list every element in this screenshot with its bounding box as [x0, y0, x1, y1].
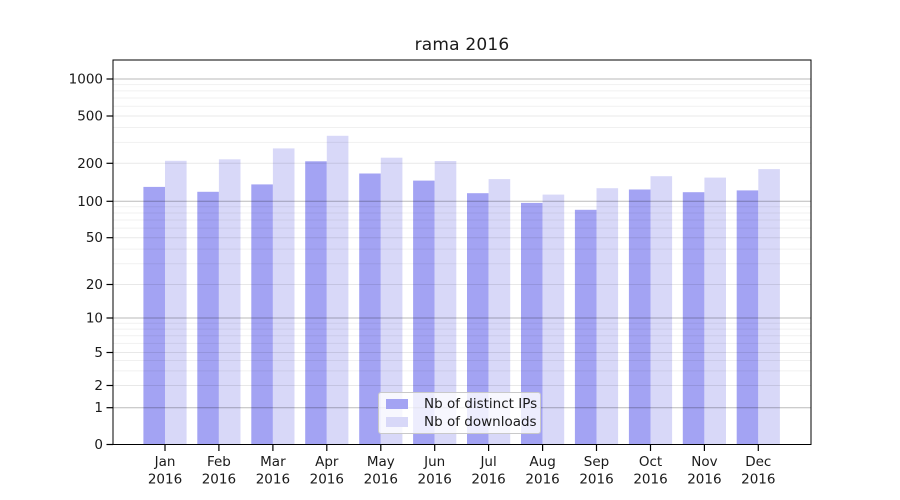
x-tick-label-year: 2016: [148, 472, 182, 488]
x-tick-label-month: Sep: [584, 454, 609, 470]
y-tick-label: 500: [77, 109, 103, 125]
bar: [467, 193, 489, 445]
bar: [682, 192, 705, 445]
y-tick-label: 100: [77, 194, 103, 210]
bar: [251, 184, 273, 445]
bar: [596, 188, 619, 445]
bar: [380, 157, 403, 445]
bar: [758, 169, 780, 445]
legend: Nb of distinct IPs Nb of downloads: [378, 392, 541, 434]
legend-label: Nb of downloads: [424, 413, 537, 430]
bar: [413, 180, 435, 445]
x-tick-label-year: 2016: [525, 472, 559, 488]
x-tick-label-year: 2016: [256, 472, 290, 488]
x-tick-label-month: Jun: [423, 454, 445, 470]
bar: [197, 191, 219, 445]
x-tick-label-month: Nov: [691, 454, 717, 470]
x-tick-label-year: 2016: [471, 472, 505, 488]
y-tick-label: 5: [94, 345, 103, 361]
bar: [542, 194, 565, 445]
y-tick-label: 1000: [69, 72, 103, 88]
y-tick-label: 200: [77, 156, 103, 172]
x-tick-label-year: 2016: [418, 472, 452, 488]
x-tick-label-month: Aug: [529, 454, 555, 470]
bar: [165, 160, 187, 445]
x-tick-label-month: Mar: [260, 454, 286, 470]
bar: [143, 186, 165, 445]
bar: [628, 189, 651, 445]
x-tick-label-month: Jan: [154, 454, 176, 470]
bar: [305, 161, 327, 445]
x-tick-label-year: 2016: [687, 472, 721, 488]
y-tick-label: 1: [94, 400, 103, 416]
legend-item: Nb of downloads: [386, 414, 537, 430]
bar: [521, 202, 543, 445]
x-tick-label-month: Oct: [639, 454, 662, 470]
y-tick-label: 2: [94, 378, 103, 394]
chart-title: rama 2016: [414, 35, 510, 55]
x-tick-label-month: Jul: [479, 454, 496, 470]
legend-label: Nb of distinct IPs: [424, 396, 538, 413]
x-tick-label-year: 2016: [310, 472, 344, 488]
x-tick-label-year: 2016: [364, 472, 398, 488]
bar: [359, 173, 381, 445]
y-tick-label: 50: [86, 230, 103, 246]
x-tick-label-year: 2016: [741, 472, 775, 488]
bar: [650, 176, 673, 445]
bar: [326, 135, 349, 445]
legend-swatch-distinct-ips: [386, 399, 408, 410]
y-tick-label: 0: [94, 437, 103, 453]
bar: [574, 209, 597, 445]
y-tick-label: 20: [86, 277, 103, 293]
x-tick-label-year: 2016: [202, 472, 236, 488]
legend-item: Nb of distinct IPs: [386, 396, 537, 412]
x-tick-label-month: Dec: [745, 454, 771, 470]
x-tick-label-year: 2016: [633, 472, 667, 488]
plot-border: [112, 59, 812, 445]
x-tick-label-month: Apr: [315, 454, 339, 470]
legend-swatch-downloads: [386, 416, 408, 427]
x-tick-label-month: Feb: [207, 454, 231, 470]
bar: [488, 179, 511, 445]
bar: [736, 190, 759, 445]
x-tick-label-month: May: [367, 454, 395, 470]
bar: [218, 159, 241, 445]
y-tick-label: 10: [86, 311, 103, 327]
bar: [272, 148, 295, 445]
bar: [434, 161, 457, 445]
x-tick-label-year: 2016: [579, 472, 613, 488]
bar: [704, 177, 726, 445]
